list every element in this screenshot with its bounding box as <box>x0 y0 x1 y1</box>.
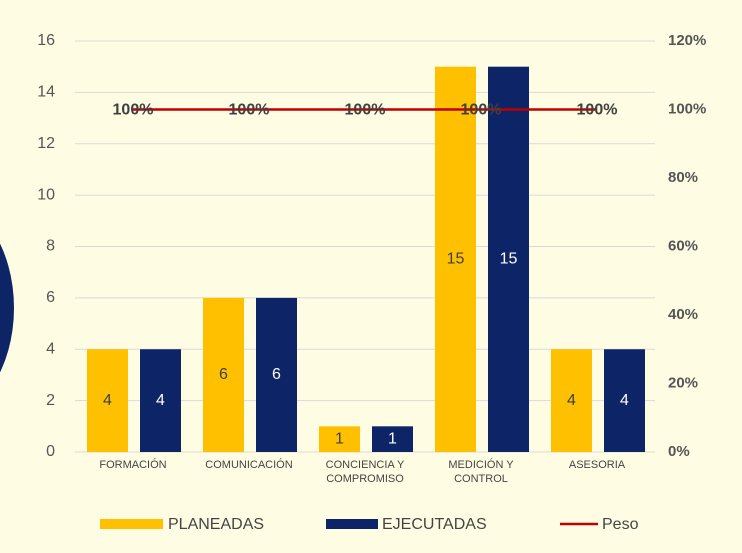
bar <box>87 349 128 452</box>
x-tick-label: FORMACIÓN <box>99 459 167 471</box>
data-label: 6 <box>272 366 281 383</box>
y-tick-label: 0 <box>46 443 55 460</box>
bar <box>551 349 592 452</box>
bar <box>372 426 413 452</box>
y-tick-label: 10 <box>37 186 55 203</box>
bar <box>319 426 360 452</box>
legend-swatch <box>326 519 378 529</box>
y-tick-label: 6 <box>46 289 55 306</box>
data-label: 100% <box>345 102 386 119</box>
data-label: 4 <box>156 392 165 409</box>
data-label: 4 <box>103 392 112 409</box>
bar <box>488 66 529 452</box>
y2-tick-label: 20% <box>668 374 698 391</box>
bar <box>203 297 244 452</box>
y2-tick-label: 60% <box>668 237 698 254</box>
legend-swatch <box>100 519 163 529</box>
y2-tick-label: 0% <box>668 443 690 460</box>
y2-tick-label: 120% <box>668 32 706 49</box>
data-label: 100% <box>113 102 154 119</box>
y2-tick-label: 40% <box>668 306 698 323</box>
y2-tick-label: 100% <box>668 100 706 117</box>
data-label: 1 <box>335 430 344 447</box>
data-label: 4 <box>567 392 576 409</box>
decor-shape <box>0 243 14 373</box>
bar <box>435 66 476 452</box>
data-label: 100% <box>577 102 618 119</box>
data-label: 100% <box>461 102 502 119</box>
x-tick-label: COMUNICACIÓN <box>205 459 293 471</box>
bar <box>604 349 645 452</box>
data-label: 4 <box>620 392 629 409</box>
legend-label: EJECUTADAS <box>382 516 487 533</box>
bar <box>256 297 297 452</box>
data-label: 1 <box>388 430 397 447</box>
y-tick-label: 2 <box>46 392 55 409</box>
x-tick-label: MEDICIÓN Y CONTROL <box>448 459 514 485</box>
data-label: 15 <box>500 251 518 268</box>
bar <box>140 349 181 452</box>
y-tick-label: 12 <box>37 135 55 152</box>
legend-label: Peso <box>602 516 639 533</box>
legend-label: PLANEADAS <box>168 516 264 533</box>
data-label: 6 <box>219 366 228 383</box>
y-tick-label: 4 <box>46 340 55 357</box>
y2-tick-label: 80% <box>668 169 698 186</box>
y-tick-label: 14 <box>37 84 55 101</box>
y-tick-label: 16 <box>37 32 55 49</box>
x-tick-label: CONCIENCIA Y COMPROMISO <box>325 459 405 485</box>
x-tick-label: ASESORIA <box>568 459 626 471</box>
data-label: 100% <box>229 102 270 119</box>
y-tick-label: 8 <box>46 238 55 255</box>
data-label: 15 <box>447 251 465 268</box>
